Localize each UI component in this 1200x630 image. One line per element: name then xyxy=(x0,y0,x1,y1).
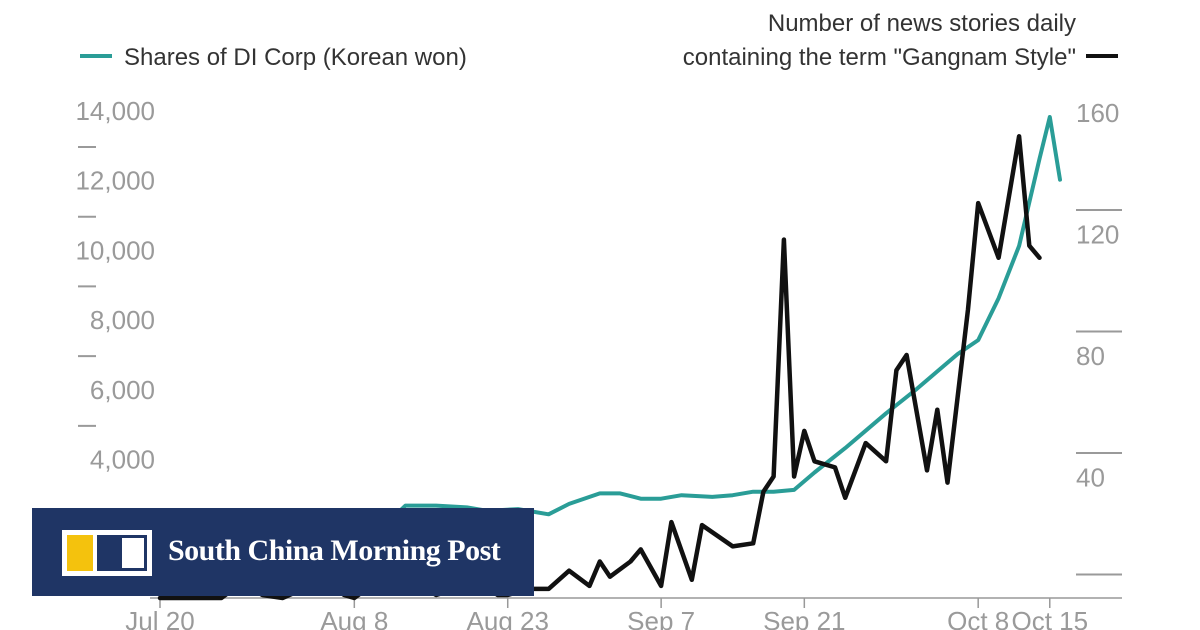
x-tick-label: Sep 7 xyxy=(627,606,695,630)
x-tick-label: Aug 23 xyxy=(467,606,549,630)
left-tick-label: 4,000 xyxy=(90,445,155,475)
x-axis: Jul 20 Aug 8 Aug 23 Sep 7 Sep 21 Oct 8 Oct 15 xyxy=(125,597,1122,630)
left-axis: 14,000 12,000 10,000 8,000 6,000 4,000 xyxy=(75,96,155,475)
legend-shares-label: Shares of DI Corp (Korean won) xyxy=(124,44,467,71)
x-tick-label: Sep 21 xyxy=(763,606,845,630)
right-axis: 160 120 80 40 xyxy=(1076,98,1122,576)
legend-news-label-line1: Number of news stories daily xyxy=(768,10,1076,37)
x-tick-label: Oct 8 xyxy=(947,606,1009,630)
right-tick-label: 160 xyxy=(1076,98,1119,128)
left-tick-label: 14,000 xyxy=(75,96,155,126)
news-series-line xyxy=(157,134,1042,601)
legend: Shares of DI Corp (Korean won) Number of… xyxy=(80,10,1118,71)
left-tick-label: 12,000 xyxy=(75,166,155,196)
x-tick-label: Aug 8 xyxy=(320,606,388,630)
right-tick-label: 80 xyxy=(1076,341,1105,371)
left-tick-label: 8,000 xyxy=(90,305,155,335)
scmp-logo-icon xyxy=(62,530,152,576)
right-tick-label: 40 xyxy=(1076,463,1105,493)
x-tick-label: Oct 15 xyxy=(1011,606,1088,630)
publisher-banner[interactable]: South China Morning Post xyxy=(32,508,534,596)
left-tick-label: 10,000 xyxy=(75,235,155,265)
legend-news-label-line2: containing the term "Gangnam Style" xyxy=(683,44,1076,71)
right-tick-label: 120 xyxy=(1076,220,1119,250)
publisher-name: South China Morning Post xyxy=(168,534,501,567)
left-tick-label: 6,000 xyxy=(90,375,155,405)
x-tick-label: Jul 20 xyxy=(125,606,194,630)
